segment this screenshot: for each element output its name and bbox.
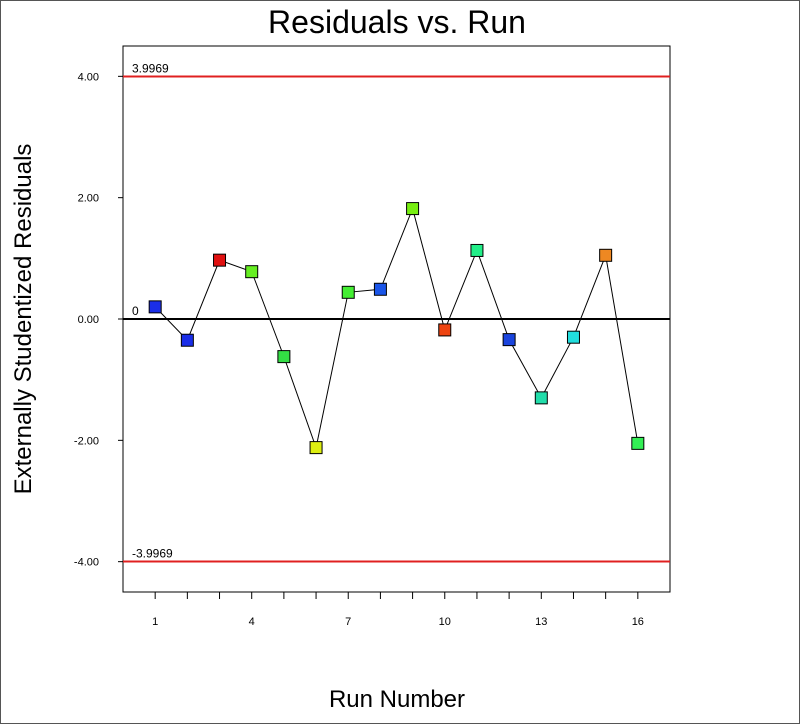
data-point[interactable] — [566, 330, 580, 344]
y-tick-label: 2.00 — [78, 193, 99, 205]
data-point[interactable] — [277, 350, 291, 364]
x-tick-label: 4 — [249, 616, 255, 628]
y-tick-label: -4.00 — [74, 557, 99, 569]
residual-series-line — [154, 206, 639, 450]
x-tick-label: 13 — [535, 616, 547, 628]
chart-title: Residuals vs. Run — [268, 4, 526, 40]
data-point[interactable] — [502, 333, 516, 347]
x-tick-label: 7 — [345, 616, 351, 628]
data-point[interactable] — [148, 300, 162, 314]
data-point[interactable] — [309, 441, 323, 455]
y-tick-label: 0.00 — [78, 314, 99, 326]
data-point[interactable] — [406, 202, 420, 216]
x-tick-label: 1 — [152, 616, 158, 628]
x-tick-label: 16 — [632, 616, 644, 628]
data-point[interactable] — [373, 282, 387, 296]
data-point[interactable] — [438, 323, 452, 337]
data-point[interactable] — [213, 253, 227, 267]
data-point[interactable] — [245, 265, 259, 279]
x-axis-title: Run Number — [329, 686, 465, 713]
data-point[interactable] — [470, 243, 484, 257]
data-point[interactable] — [631, 436, 645, 450]
reference-line-label-0: 3.9969 — [132, 62, 169, 76]
data-point[interactable] — [534, 391, 548, 405]
x-tick-label: 10 — [439, 616, 451, 628]
y-tick-label: -2.00 — [74, 435, 99, 447]
data-point[interactable] — [599, 248, 613, 262]
data-point[interactable] — [180, 333, 194, 347]
y-tick-label: 4.00 — [78, 71, 99, 83]
reference-line-label-1: 0 — [132, 304, 139, 318]
data-point[interactable] — [341, 285, 355, 299]
y-axis-title: Externally Studentized Residuals — [10, 144, 37, 495]
reference-line-label-2: -3.9969 — [132, 546, 173, 560]
